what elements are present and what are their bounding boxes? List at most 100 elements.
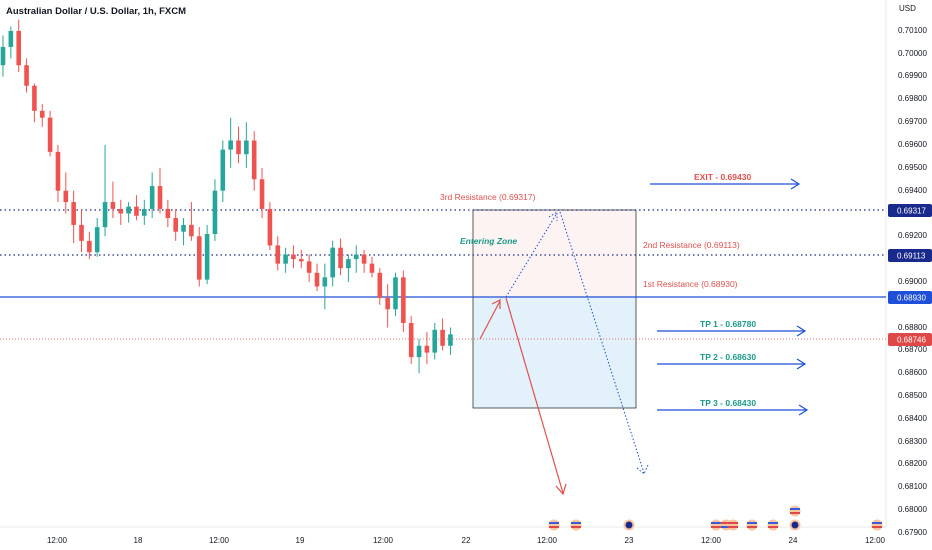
candle-body[interactable] — [212, 190, 218, 235]
candle-body[interactable] — [236, 140, 241, 155]
y-tick: 0.68600 — [898, 368, 927, 377]
x-tick: 22 — [462, 536, 471, 545]
second-resistance-label: 2nd Resistance (0.69113) — [643, 240, 740, 250]
candle-body[interactable] — [283, 254, 288, 264]
candle-body[interactable] — [110, 202, 116, 209]
candle-body[interactable] — [79, 224, 84, 241]
x-tick: 18 — [134, 536, 143, 545]
candle-body[interactable] — [71, 202, 76, 225]
candle-body[interactable] — [393, 277, 398, 310]
x-tick: 24 — [789, 536, 798, 545]
candle-body[interactable] — [24, 65, 29, 86]
candle-body[interactable] — [55, 151, 61, 191]
y-tick: 0.69500 — [898, 163, 927, 172]
candle-body[interactable] — [196, 236, 202, 280]
us-flag-icon[interactable] — [789, 505, 801, 517]
candle-body[interactable] — [47, 117, 53, 152]
candle-body[interactable] — [142, 208, 147, 216]
candle-body[interactable] — [63, 190, 69, 203]
au-flag-icon[interactable] — [789, 519, 801, 531]
y-tick: 0.70000 — [898, 49, 927, 58]
y-tick: 0.70100 — [898, 26, 927, 35]
candle-body[interactable] — [39, 110, 45, 118]
candle-body[interactable] — [173, 218, 178, 232]
candle-body[interactable] — [401, 277, 406, 323]
candle-body[interactable] — [377, 272, 383, 298]
candle-body[interactable] — [322, 277, 328, 287]
tp3-arrow[interactable]: TP 3 - 0.68430 — [657, 398, 809, 416]
candle-body[interactable] — [94, 227, 100, 253]
third-resistance-label: 3rd Resistance (0.69317) — [440, 192, 536, 202]
candle-body[interactable] — [181, 224, 186, 232]
exit-arrow[interactable]: EXIT - 0.69430 — [650, 172, 801, 190]
us-flag-icon[interactable] — [548, 519, 560, 531]
tp1-arrow[interactable]: TP 1 - 0.68780 — [657, 319, 807, 337]
candle-body[interactable] — [385, 297, 390, 310]
candle-body[interactable] — [448, 334, 453, 346]
candle-body[interactable] — [32, 85, 37, 111]
tp3-arrow-head-icon — [798, 404, 809, 416]
candle-body[interactable] — [0, 46, 6, 66]
dotted-drop-arrow — [559, 211, 645, 474]
candle-body[interactable] — [134, 206, 139, 216]
candle-body[interactable] — [440, 329, 445, 346]
currency-label: USD — [899, 4, 916, 13]
candle-body[interactable] — [353, 254, 359, 260]
candle-body[interactable] — [369, 263, 375, 273]
candle-body[interactable] — [361, 254, 367, 264]
candle-body[interactable] — [149, 186, 155, 209]
tp2-label: TP 2 - 0.68630 — [700, 352, 756, 362]
candle-body[interactable] — [267, 208, 273, 246]
us-flag-icon[interactable] — [727, 519, 739, 531]
candle-body[interactable] — [306, 261, 312, 273]
us-flag-icon[interactable] — [767, 519, 779, 531]
y-tick: 0.68400 — [898, 414, 927, 423]
us-flag-icon[interactable] — [871, 519, 883, 531]
candle-body[interactable] — [189, 224, 194, 237]
candle-body[interactable] — [314, 272, 320, 287]
target-zone-box[interactable] — [472, 296, 637, 409]
us-flag-icon[interactable] — [570, 519, 582, 531]
price-badge-second: 0.69113 — [888, 249, 932, 262]
candle-body[interactable] — [16, 31, 21, 66]
candle-body[interactable] — [338, 247, 343, 269]
price-badge-first-text: 0.68930 — [897, 294, 926, 303]
candle-body[interactable] — [408, 322, 414, 358]
candle-body[interactable] — [416, 345, 422, 358]
candle-body[interactable] — [228, 140, 233, 150]
candle-body[interactable] — [87, 240, 92, 253]
candle-body[interactable] — [259, 179, 265, 209]
us-flag-icon[interactable] — [746, 519, 758, 531]
us-flag-icon[interactable] — [710, 519, 722, 531]
candle-body[interactable] — [102, 202, 108, 228]
candle-body[interactable] — [157, 186, 163, 209]
y-tick: 0.69400 — [898, 186, 927, 195]
candle-body[interactable] — [346, 259, 351, 269]
candle-body[interactable] — [165, 208, 171, 219]
candle-body[interactable] — [275, 245, 281, 264]
projected-path[interactable] — [479, 211, 649, 496]
au-flag-icon[interactable] — [623, 519, 635, 531]
candle-body[interactable] — [126, 206, 131, 214]
candle-body[interactable] — [432, 329, 438, 353]
dotted-rise-arrow-head-icon — [548, 211, 558, 221]
candle-body[interactable] — [118, 208, 124, 214]
candle-body[interactable] — [299, 259, 304, 262]
y-tick: 0.68300 — [898, 437, 927, 446]
candle-body[interactable] — [8, 31, 14, 47]
y-tick: 0.69700 — [898, 117, 927, 126]
candle-body[interactable] — [220, 149, 226, 191]
dotted-rise-arrow — [505, 212, 558, 298]
candle-body[interactable] — [251, 140, 257, 180]
candle-body[interactable] — [291, 254, 296, 260]
candle-body[interactable] — [244, 140, 249, 155]
candle-body[interactable] — [424, 345, 430, 353]
candle-body[interactable] — [330, 247, 335, 278]
price-badge-current: 0.68746 — [888, 333, 932, 346]
x-tick: 12:00 — [865, 536, 886, 545]
candlestick-series[interactable] — [0, 19, 453, 374]
entering-zone-box[interactable] — [472, 209, 637, 298]
candle-body[interactable] — [204, 234, 210, 280]
tp2-arrow[interactable]: TP 2 - 0.68630 — [657, 352, 807, 370]
